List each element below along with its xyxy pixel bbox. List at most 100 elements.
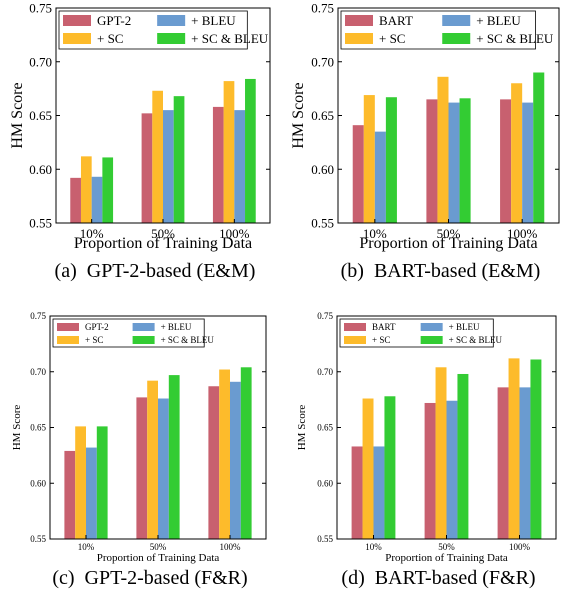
legend-swatch: [63, 15, 91, 26]
y-tick-label: 0.60: [317, 478, 333, 488]
legend-label: GPT-2: [97, 13, 131, 28]
bar: [223, 81, 235, 223]
chart-panel-2: 0.55 0.60 0.65 0.70 0.75 10% 50% 100%Proportion…: [290, 1, 560, 282]
y-tick-label: 0.60: [30, 478, 46, 488]
y-tick-label: 0.55: [30, 534, 46, 544]
y-tick-label: 0.70: [311, 54, 334, 69]
legend-label: GPT-2: [85, 322, 109, 332]
y-tick-label: 0.55: [311, 216, 334, 231]
bar: [240, 367, 252, 539]
bar: [533, 72, 545, 223]
y-tick-label: 0.75: [311, 1, 334, 16]
bar: [448, 102, 460, 223]
bar: [424, 402, 436, 539]
y-tick-label: 0.75: [29, 1, 52, 16]
legend-label: + SC & BLEU: [161, 335, 215, 345]
bar: [230, 381, 241, 539]
legend-label: BART: [379, 13, 413, 28]
x-tick-label: 50%: [437, 226, 461, 241]
bar: [234, 110, 246, 224]
x-tick-label: 10%: [365, 542, 382, 552]
legend-label: + SC & BLEU: [476, 31, 554, 46]
bar: [511, 83, 523, 223]
y-tick-label: 0.65: [30, 423, 46, 433]
y-tick-label: 0.70: [317, 367, 333, 377]
bar: [362, 398, 374, 539]
x-tick-label: 100%: [509, 542, 531, 552]
chart-panel-3: 0.55 0.60 0.65 0.70 0.75 10% 50% 100%Proportion…: [11, 311, 267, 589]
legend-label: BART: [372, 322, 396, 332]
legend-swatch: [345, 33, 373, 44]
bar: [86, 447, 97, 539]
bar: [530, 359, 542, 539]
legend-label: + SC: [85, 335, 103, 345]
legend-label: + BLEU: [476, 13, 521, 28]
bar: [522, 102, 534, 223]
panel-caption: (d) BART-based (F&R): [341, 567, 535, 589]
bar: [497, 387, 509, 539]
bar: [168, 375, 180, 539]
y-axis-label: HM Score: [9, 82, 26, 148]
bar: [363, 95, 375, 223]
y-tick-label: 0.55: [317, 534, 333, 544]
legend-swatch: [132, 323, 155, 331]
bar: [136, 397, 148, 539]
bar: [435, 367, 447, 539]
legend-label: + SC: [97, 31, 123, 46]
x-tick-label: 100%: [220, 542, 242, 552]
legend-label: + SC & BLEU: [449, 335, 503, 345]
legend-label: + BLEU: [161, 322, 192, 332]
y-tick-label: 0.60: [29, 162, 52, 177]
bar: [96, 426, 108, 539]
legend-swatch: [344, 336, 366, 344]
x-axis-label: Proportion of Training Data: [359, 235, 537, 252]
bar: [385, 97, 397, 223]
x-tick-label: 10%: [363, 226, 387, 241]
bar: [70, 177, 81, 223]
legend-swatch: [442, 33, 471, 44]
legend-label: + BLEU: [449, 322, 480, 332]
bar: [374, 131, 386, 224]
bar: [426, 99, 438, 223]
bar: [152, 90, 163, 224]
x-axis-label: Proportion of Training Data: [97, 552, 220, 564]
legend-swatch: [442, 15, 471, 26]
chart-panel-4: 0.55 0.60 0.65 0.70 0.75 10% 50% 100%Proportion…: [296, 311, 557, 589]
legend-swatch: [157, 33, 186, 44]
legend-swatch: [57, 323, 79, 331]
bar: [459, 98, 471, 223]
bar: [208, 386, 220, 539]
x-tick-label: 100%: [219, 226, 250, 241]
y-tick-label: 0.75: [30, 311, 46, 321]
legend-label: + SC & BLEU: [191, 31, 269, 46]
bar: [80, 156, 92, 223]
bar: [147, 380, 158, 539]
legend-swatch: [63, 33, 91, 44]
bar: [457, 373, 469, 539]
bar: [212, 106, 224, 223]
legend-swatch: [345, 15, 373, 26]
y-tick-label: 0.70: [30, 367, 46, 377]
y-axis-label: HM Score: [290, 82, 307, 148]
legend-swatch: [420, 336, 443, 344]
legend-swatch: [132, 336, 155, 344]
legend-swatch: [420, 323, 443, 331]
legend: GPT-2 + SC + BLEU + SC & BLEU: [52, 318, 215, 348]
x-tick-label: 10%: [78, 542, 95, 552]
bar: [437, 76, 449, 223]
bar: [75, 426, 86, 539]
y-tick-label: 0.65: [317, 423, 333, 433]
bar: [173, 96, 185, 223]
x-axis-label: Proportion of Training Data: [385, 552, 508, 564]
bar: [508, 358, 520, 539]
bar: [384, 396, 396, 539]
bar: [373, 446, 385, 539]
bar: [163, 110, 174, 224]
y-tick-label: 0.60: [311, 162, 334, 177]
legend-box: [340, 10, 536, 50]
y-axis-label: HM Score: [296, 405, 308, 451]
bar: [91, 176, 103, 223]
y-tick-label: 0.65: [29, 108, 52, 123]
x-axis-label: Proportion of Training Data: [74, 235, 252, 252]
legend-swatch: [344, 323, 366, 331]
